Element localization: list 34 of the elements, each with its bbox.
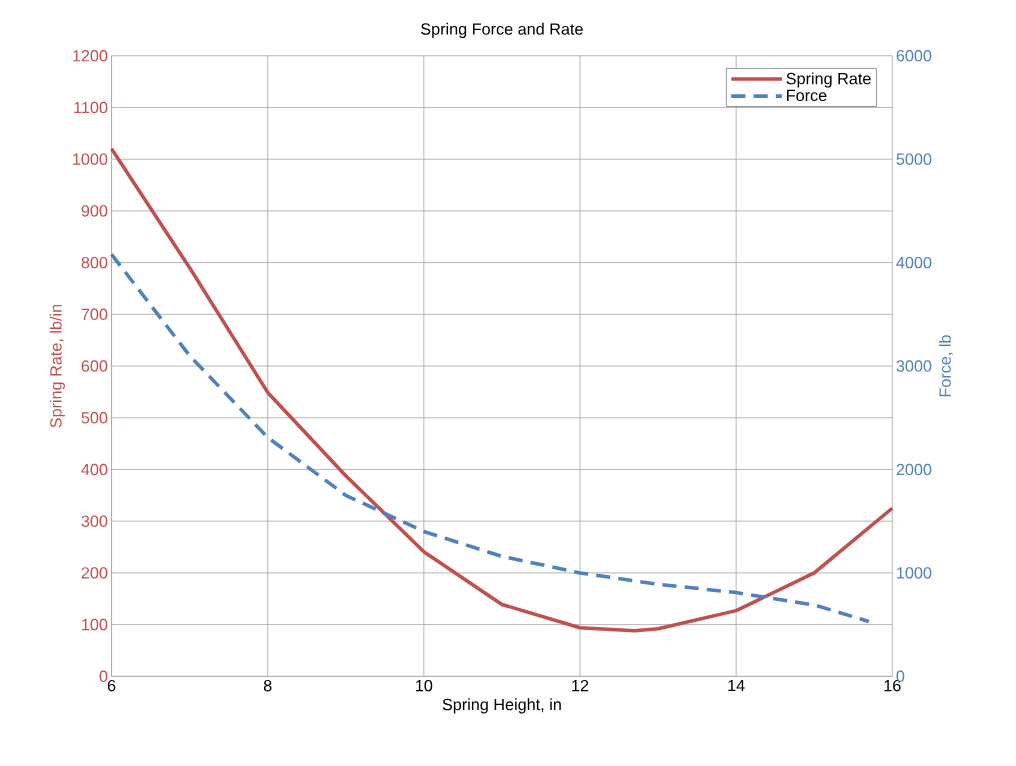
legend-label: Force bbox=[787, 89, 827, 102]
y-tick-label: 1100 bbox=[74, 101, 108, 114]
y-tick-label: 300 bbox=[81, 515, 108, 528]
y-tick-label: 1200 bbox=[73, 50, 108, 62]
y2-tick-label: 3000 bbox=[896, 360, 932, 373]
y-tick-label: 400 bbox=[81, 463, 108, 476]
y2-tick-label: 1000 bbox=[897, 567, 932, 579]
x-axis-title: Spring Height, in bbox=[442, 698, 561, 714]
y-tick-label: 500 bbox=[81, 412, 108, 424]
y2-tick-label: 6000 bbox=[896, 50, 932, 62]
y-tick-label: 100 bbox=[82, 619, 108, 631]
y-axis-title: Spring Rate, lb/in bbox=[49, 305, 65, 428]
y2-tick-label: 0 bbox=[896, 670, 905, 683]
y2-tick-label: 4000 bbox=[896, 257, 932, 269]
line-series bbox=[109, 252, 871, 624]
y-tick-label: 700 bbox=[81, 308, 108, 321]
y-tick-label: 200 bbox=[81, 567, 108, 579]
y2-tick-label: 5000 bbox=[896, 153, 932, 166]
y-tick-label: 600 bbox=[81, 360, 108, 372]
line-series bbox=[109, 147, 895, 633]
x-tick-label: 6 bbox=[107, 680, 116, 692]
y-tick-label: 800 bbox=[81, 257, 108, 269]
x-tick-label: 14 bbox=[728, 680, 745, 692]
legend-label: Spring Rate bbox=[786, 72, 871, 88]
x-tick-label: 10 bbox=[416, 680, 433, 692]
y-tick-label: 0 bbox=[99, 670, 108, 683]
chart-title: Spring Force and Rate bbox=[421, 23, 583, 39]
y2-tick-label: 2000 bbox=[896, 463, 932, 476]
x-tick-label: 8 bbox=[263, 680, 272, 692]
x-tick-label: 12 bbox=[572, 680, 589, 692]
x-tick-label: 16 bbox=[884, 680, 901, 692]
y2-axis-title: Force, lb bbox=[938, 335, 953, 397]
y-tick-label: 1000 bbox=[73, 153, 108, 166]
y-tick-label: 900 bbox=[81, 205, 108, 217]
